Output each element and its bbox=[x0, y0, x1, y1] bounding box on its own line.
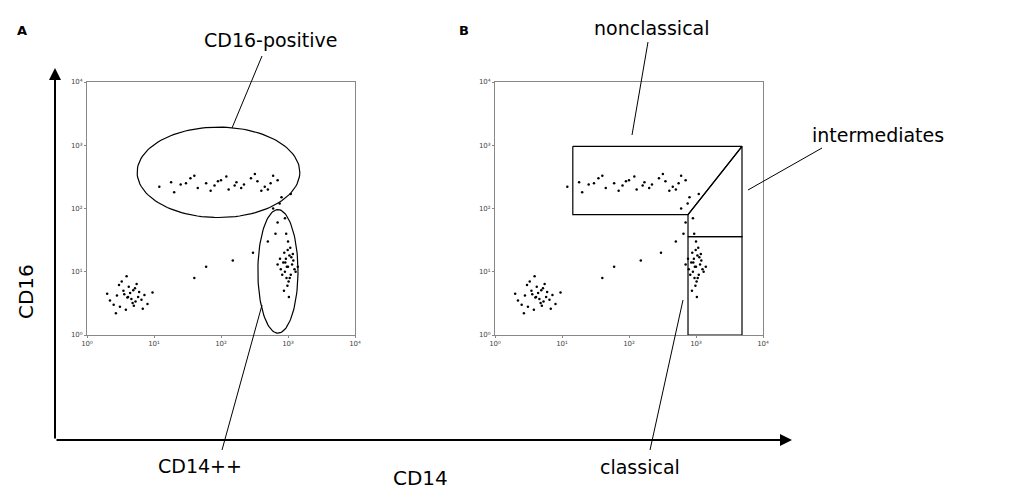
svg-text:10³: 10³ bbox=[479, 142, 491, 150]
svg-text:CD14++: CD14++ bbox=[158, 455, 242, 477]
svg-text:classical: classical bbox=[600, 456, 680, 478]
svg-text:10⁴: 10⁴ bbox=[71, 78, 83, 86]
svg-text:10²: 10² bbox=[215, 340, 227, 348]
svg-text:10¹: 10¹ bbox=[71, 268, 83, 276]
svg-text:CD16: CD16 bbox=[14, 264, 38, 319]
svg-text:B: B bbox=[459, 23, 469, 38]
svg-text:10²: 10² bbox=[479, 205, 491, 213]
svg-text:10⁰: 10⁰ bbox=[71, 331, 83, 339]
svg-text:intermediates: intermediates bbox=[812, 124, 944, 146]
svg-text:10⁰: 10⁰ bbox=[81, 340, 93, 348]
svg-text:nonclassical: nonclassical bbox=[594, 17, 710, 39]
svg-text:10⁴: 10⁴ bbox=[757, 340, 769, 348]
svg-text:10³: 10³ bbox=[282, 340, 294, 348]
svg-text:10¹: 10¹ bbox=[479, 268, 491, 276]
svg-text:10³: 10³ bbox=[71, 142, 83, 150]
svg-text:A: A bbox=[17, 23, 27, 38]
svg-text:10⁴: 10⁴ bbox=[349, 340, 361, 348]
svg-text:CD16-positive: CD16-positive bbox=[204, 29, 337, 51]
svg-text:CD14: CD14 bbox=[393, 466, 448, 490]
svg-text:10³: 10³ bbox=[690, 340, 702, 348]
svg-text:10⁰: 10⁰ bbox=[479, 331, 491, 339]
svg-text:10¹: 10¹ bbox=[556, 340, 568, 348]
svg-text:10²: 10² bbox=[71, 205, 83, 213]
svg-text:10⁰: 10⁰ bbox=[489, 340, 501, 348]
svg-text:10¹: 10¹ bbox=[148, 340, 160, 348]
svg-text:10⁴: 10⁴ bbox=[479, 78, 491, 86]
svg-text:10²: 10² bbox=[623, 340, 635, 348]
